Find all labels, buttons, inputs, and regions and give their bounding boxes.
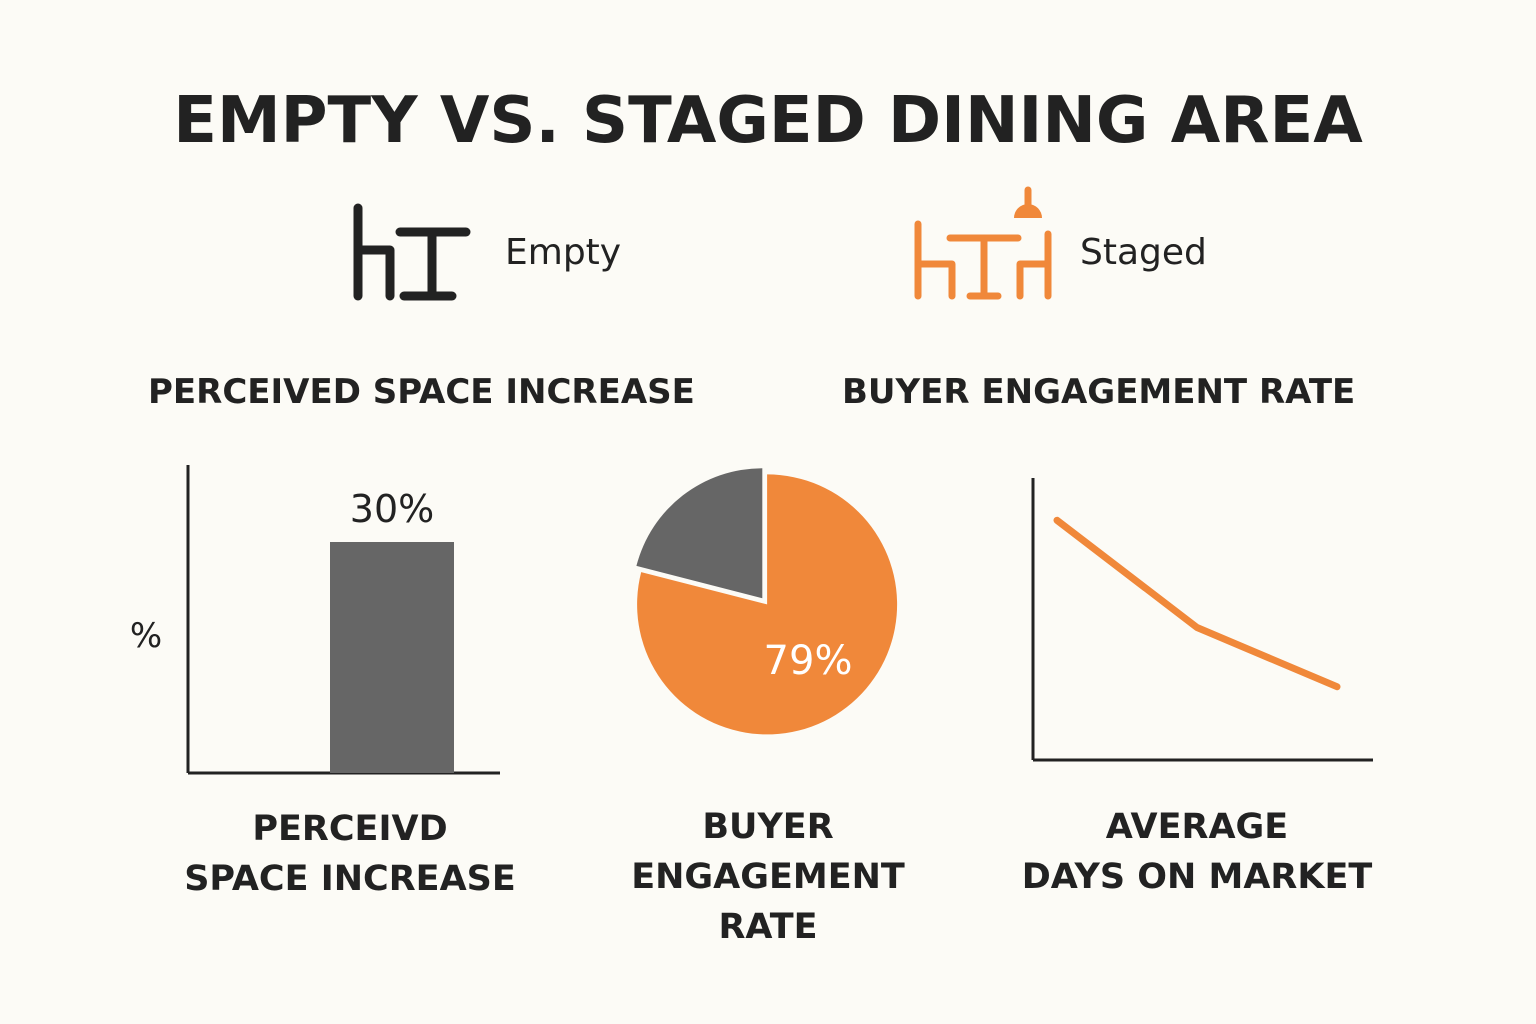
caption-pie-line-2: ENGAGEMENT <box>631 857 905 897</box>
caption-line: AVERAGE DAYS ON MARKET <box>997 802 1397 902</box>
caption-pie-line-1: BUYER <box>702 807 834 847</box>
page-title: EMPTY VS. STAGED DINING AREA <box>173 84 1363 158</box>
caption-line-line-2: DAYS ON MARKET <box>1021 857 1373 897</box>
bar-staged <box>330 542 454 773</box>
pie-slice-label: 79% <box>764 638 853 684</box>
caption-line-line-1: AVERAGE <box>1105 807 1289 847</box>
pie-slice-gray <box>636 468 763 599</box>
section-title-left: PERCEIVED SPACE INCREASE <box>148 372 695 412</box>
pie-slice-orange <box>637 474 898 735</box>
caption-bar-line-2: SPACE INCREASE <box>184 859 516 899</box>
bar-value-label: 30% <box>350 487 434 531</box>
caption-bar: PERCEIVD SPACE INCREASE <box>150 804 550 904</box>
legend-label-empty: Empty <box>505 232 622 273</box>
caption-pie-line-3: RATE <box>718 907 818 947</box>
caption-bar-line-1: PERCEIVD <box>252 809 448 849</box>
caption-pie: BUYER ENGAGEMENT RATE <box>568 802 968 952</box>
legend-label-staged: Staged <box>1080 232 1207 273</box>
line-series <box>1053 516 1341 691</box>
section-title-right: BUYER ENGAGEMENT RATE <box>842 372 1356 412</box>
bar-y-axis-label: % <box>130 616 162 656</box>
